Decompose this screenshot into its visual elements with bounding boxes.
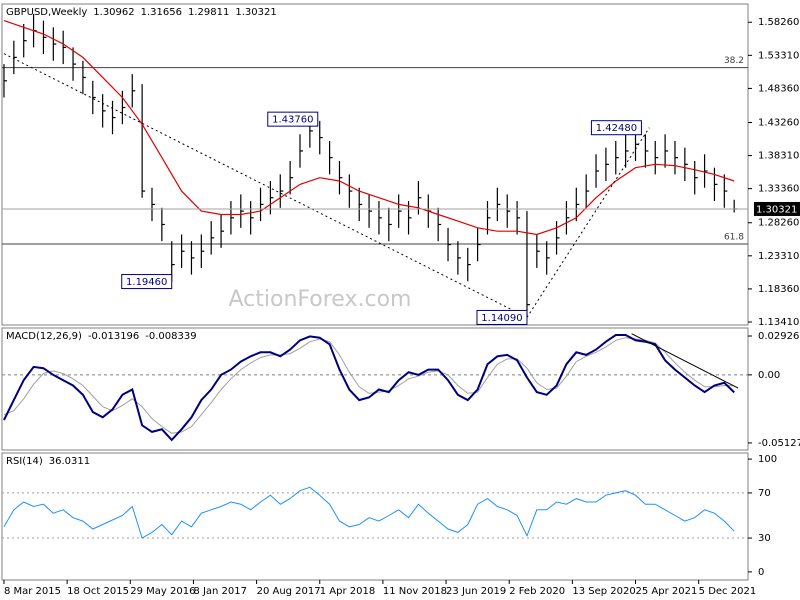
x-tick-label: 23 Jun 2019 [446, 586, 506, 597]
indicator-line [3, 486, 735, 539]
annotation-label: 1.14090 [481, 313, 522, 324]
x-tick-label: 1 Apr 2018 [320, 586, 375, 597]
indicator-line [3, 334, 735, 442]
annotation-box [121, 274, 173, 290]
x-tick-label: 29 May 2016 [130, 586, 195, 597]
annotation-box [267, 111, 319, 127]
indicator-label: -0.013196 [88, 331, 139, 342]
moving-average [3, 20, 735, 236]
x-tick-label: 13 Sep 2020 [572, 586, 635, 597]
panel-frame [1, 327, 749, 451]
y-tick-label: 1.23310 [758, 251, 799, 262]
indicator-label: RSI(14) [6, 456, 43, 467]
y-tick-label: 1.48360 [758, 83, 799, 94]
y-tick-label: 1.53310 [758, 50, 799, 61]
y-tick-label: 1.18360 [758, 284, 799, 295]
y-tick-label: 1.33360 [758, 184, 799, 195]
panel-frame [1, 3, 749, 326]
x-tick-label: 8 Mar 2015 [4, 586, 61, 597]
y-tick-label: 0.00 [758, 370, 780, 381]
x-tick-label: 11 Nov 2018 [383, 586, 447, 597]
indicator-label: MACD(12,26,9) [6, 331, 82, 342]
y-tick-label: 1.38310 [758, 151, 799, 162]
level-label: 61.8 [724, 232, 744, 242]
indicator-label: 1.30962 [93, 7, 134, 18]
indicator-line [3, 337, 735, 434]
y-tick-label: 0.029261 [758, 331, 800, 342]
indicator-label: 1.31656 [141, 7, 182, 18]
y-tick-label: -0.051279 [758, 438, 800, 449]
annotation-box [476, 309, 528, 325]
y-tick-label: 1.43260 [758, 117, 799, 128]
trendline [631, 333, 739, 389]
indicator-label: 1.29811 [188, 7, 229, 18]
indicator-label: 1.30321 [235, 7, 276, 18]
panel-frame [1, 452, 749, 581]
y-tick-label: 30 [758, 533, 771, 544]
last-price-label: 1.30321 [756, 204, 797, 215]
last-price-box [754, 201, 800, 216]
y-tick-label: 0 [758, 567, 764, 578]
y-tick-label: 70 [758, 488, 771, 499]
annotation-label: 1.42480 [596, 123, 637, 134]
x-tick-label: 25 Apr 2021 [636, 586, 698, 597]
watermark: ActionForex.com [229, 287, 412, 312]
y-tick-label: 1.13410 [758, 317, 799, 328]
x-tick-label: 20 Aug 2017 [257, 586, 321, 597]
x-tick-label: 8 Jan 2017 [193, 586, 247, 597]
indicator-label: -0.008339 [145, 331, 196, 342]
trendline [526, 127, 650, 318]
y-tick-label: 1.28260 [758, 218, 799, 229]
y-tick-label: 1.58260 [758, 17, 799, 28]
x-tick-label: 2 Feb 2020 [509, 586, 565, 597]
x-tick-label: 5 Dec 2021 [699, 586, 757, 597]
level-label: 38.2 [724, 56, 744, 66]
annotation-label: 1.43760 [272, 115, 313, 126]
indicator-label: GBPUSD,Weekly [6, 7, 87, 18]
annotation-box [590, 120, 642, 136]
annotation-label: 1.19460 [126, 277, 167, 288]
x-tick-label: 18 Oct 2015 [67, 586, 129, 597]
indicator-label: 36.0311 [49, 456, 90, 467]
y-tick-label: 100 [758, 454, 777, 465]
